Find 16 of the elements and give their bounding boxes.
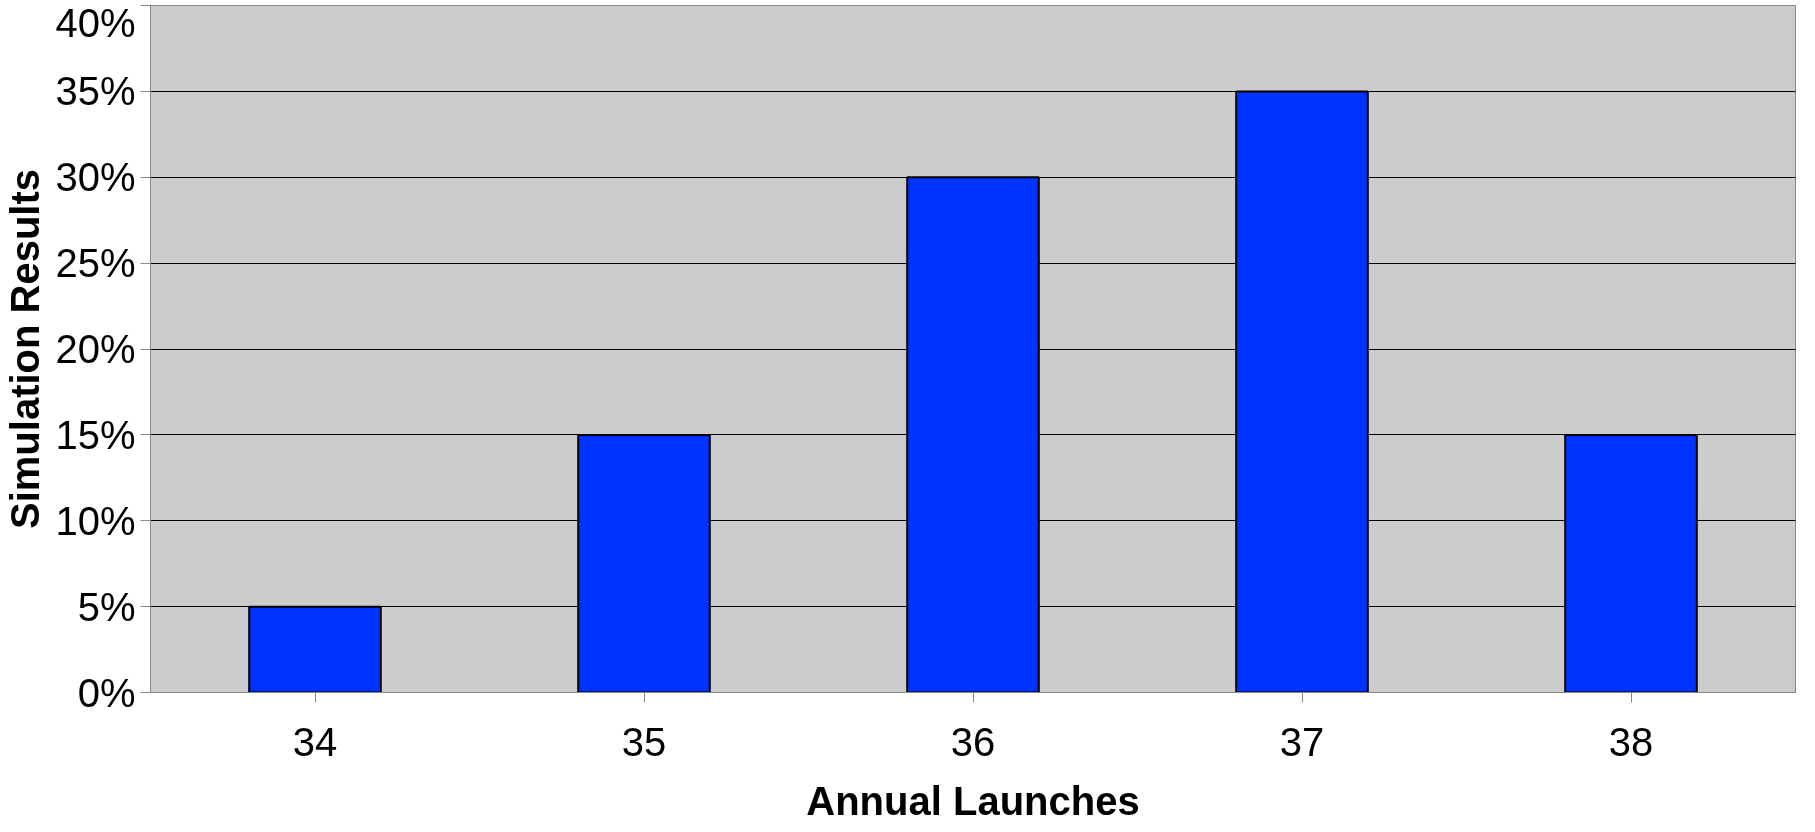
y-tick-label: 30%	[55, 155, 136, 200]
y-tick-label: 25%	[55, 241, 136, 286]
x-tick-label: 34	[292, 719, 338, 764]
y-tick-label: 15%	[55, 412, 136, 457]
y-tick-label: 20%	[55, 327, 136, 371]
y-tick-label: 5%	[77, 584, 136, 629]
y-tick-label: 10%	[55, 498, 136, 543]
y-tick-label: 40%	[55, 0, 136, 45]
y-tick-label: 0%	[77, 670, 136, 715]
y-tick-label: 35%	[55, 69, 136, 114]
y-axis-title: Simulation Results	[3, 168, 48, 530]
x-tick-label: 38	[1608, 719, 1654, 764]
x-tick-label: 36	[950, 719, 996, 764]
x-tick-label: 37	[1279, 719, 1325, 764]
x-tick-label: 35	[621, 719, 667, 764]
x-axis-title: Annual Launches	[806, 778, 1140, 823]
